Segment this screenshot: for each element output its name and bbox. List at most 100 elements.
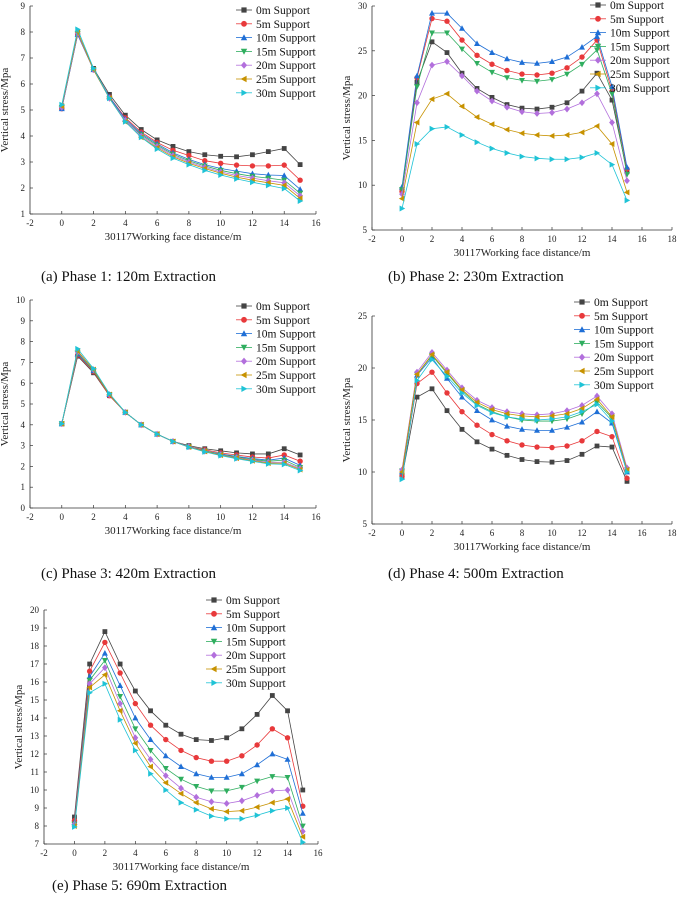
data-point [186, 152, 192, 159]
data-point [299, 823, 306, 830]
x-tick-label: 16 [638, 528, 648, 538]
data-point [107, 390, 113, 397]
data-point [281, 182, 287, 189]
data-point [488, 406, 495, 413]
series-line [61, 347, 301, 471]
data-point [504, 438, 510, 444]
data-point [519, 59, 525, 65]
data-point [239, 726, 245, 732]
legend-entry: 10m Support [594, 325, 655, 337]
legend-entry: 15m Support [226, 636, 287, 648]
legend-entry: 20m Support [256, 356, 317, 368]
data-point [459, 46, 465, 53]
data-point [147, 736, 154, 742]
data-point [218, 172, 224, 178]
x-tick-label: 8 [194, 848, 199, 858]
data-point [297, 177, 303, 183]
data-point [281, 162, 287, 168]
data-point [474, 60, 480, 67]
legend-marker [579, 312, 585, 319]
data-point [254, 778, 261, 785]
data-point [265, 451, 271, 457]
x-tick-label: -2 [368, 234, 376, 244]
legend-entry: 30m Support [256, 384, 317, 396]
legend-marker [241, 20, 247, 27]
y-tick-label: 17 [30, 659, 40, 669]
data-point [238, 784, 245, 791]
y-tick-label: 1 [21, 209, 26, 219]
panel-caption: (e) Phase 5: 690m Extraction [52, 878, 227, 894]
y-tick-label: 5 [21, 399, 26, 409]
y-tick-label: 3 [21, 157, 26, 167]
legend-entry: 0m Support [610, 0, 665, 12]
legend-marker [210, 665, 217, 673]
data-point [193, 793, 200, 801]
data-point [101, 658, 108, 664]
data-point [297, 198, 304, 204]
data-point [458, 386, 465, 393]
x-tick-label: 16 [638, 234, 648, 244]
data-point [594, 428, 600, 435]
data-point [474, 52, 480, 58]
legend-entry: 30m Support [256, 88, 317, 100]
data-point [154, 146, 161, 152]
data-point [609, 83, 615, 90]
x-tick-label: 8 [187, 512, 192, 522]
x-tick-label: 4 [123, 218, 128, 228]
data-point [414, 72, 420, 79]
data-point [519, 457, 525, 462]
data-point [178, 763, 184, 769]
data-point [489, 49, 495, 55]
data-point [564, 424, 570, 430]
data-point [186, 444, 193, 451]
x-tick-label: 18 [668, 528, 678, 538]
data-point [563, 132, 570, 139]
data-point [549, 70, 555, 76]
data-point [238, 797, 245, 805]
series-3 [71, 650, 306, 825]
x-tick-label: 2 [103, 848, 108, 858]
data-point [534, 106, 540, 112]
data-point [549, 427, 555, 433]
data-point [504, 149, 511, 156]
data-point [459, 389, 466, 396]
legend-entry: 10m Support [226, 623, 287, 635]
data-point [609, 433, 615, 440]
data-point [102, 639, 108, 646]
data-point [284, 756, 291, 762]
data-point [297, 162, 303, 167]
data-point [459, 426, 465, 432]
legend-marker [578, 326, 586, 333]
y-tick-label: 9 [21, 1, 26, 11]
data-point [254, 812, 261, 819]
data-point [504, 75, 510, 81]
data-point [518, 412, 525, 419]
y-tick-label: 2 [21, 183, 26, 193]
x-tick-label: 10 [216, 218, 226, 228]
y-axis-label: Vertical stress/Mpa [0, 68, 11, 153]
data-point [533, 132, 540, 139]
data-point [234, 455, 240, 462]
data-point [473, 399, 480, 406]
y-axis-label: Vertical stress/Mpa [13, 685, 25, 770]
data-point [254, 792, 261, 799]
data-point [178, 731, 184, 737]
data-point [202, 448, 208, 455]
data-point [223, 774, 230, 780]
y-tick-label: 4 [21, 131, 26, 141]
data-point [269, 726, 276, 732]
data-point [138, 134, 145, 141]
legend-entry: 30m Support [610, 83, 671, 95]
data-point [177, 790, 184, 797]
data-point [564, 65, 570, 71]
data-point [474, 396, 480, 404]
data-point [444, 50, 450, 55]
data-point [281, 146, 287, 151]
data-point [564, 105, 570, 113]
x-axis-label: 30117Working face distance/m [454, 541, 591, 553]
data-point [209, 738, 214, 743]
data-point [414, 394, 420, 400]
data-point [414, 140, 421, 147]
panel-caption: (d) Phase 4: 500m Extraction [388, 566, 564, 582]
data-point [299, 833, 306, 840]
